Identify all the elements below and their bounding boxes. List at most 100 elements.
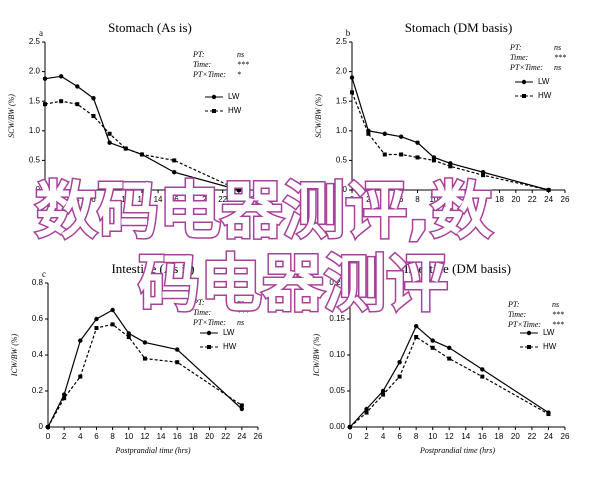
x-axis-title: Postprandial time (hrs) bbox=[419, 446, 495, 455]
x-tick-label: 14 bbox=[462, 195, 471, 204]
x-tick-label: 8 bbox=[414, 432, 419, 441]
marker bbox=[399, 152, 404, 157]
series-line bbox=[349, 336, 549, 428]
legend-marker bbox=[527, 345, 531, 349]
x-tick-label: 12 bbox=[140, 432, 149, 441]
marker bbox=[397, 374, 402, 379]
x-tick-label: 2 bbox=[59, 195, 64, 204]
y-tick-label: 0.20 bbox=[329, 278, 345, 287]
marker bbox=[46, 425, 50, 429]
marker bbox=[415, 155, 420, 160]
marker bbox=[126, 335, 131, 339]
stat-label: Time: bbox=[510, 53, 529, 62]
marker bbox=[91, 96, 96, 101]
y-tick-label: 0 bbox=[36, 185, 41, 194]
marker bbox=[110, 322, 115, 327]
legend-label: LW bbox=[543, 328, 555, 337]
marker bbox=[236, 188, 241, 192]
series-line bbox=[351, 92, 549, 191]
x-tick-label: 4 bbox=[383, 195, 388, 204]
marker bbox=[447, 345, 452, 350]
stat-label: Time: bbox=[508, 310, 527, 319]
y-tick-label: 1.0 bbox=[29, 126, 41, 135]
legend-marker bbox=[522, 94, 526, 98]
x-tick-label: 20 bbox=[205, 432, 214, 441]
stat-value: ns bbox=[237, 318, 244, 327]
stat-label: Time: bbox=[193, 60, 212, 69]
marker bbox=[448, 164, 453, 169]
y-tick-label: 0.00 bbox=[329, 422, 345, 431]
x-tick-label: 6 bbox=[399, 195, 404, 204]
marker bbox=[142, 356, 147, 361]
y-axis-title: ICW/BW (%) bbox=[312, 333, 321, 377]
y-axis-title: SCW/BW (%) bbox=[7, 94, 16, 138]
marker bbox=[139, 152, 144, 157]
x-tick-label: 6 bbox=[91, 195, 96, 204]
x-tick-label: 2 bbox=[62, 432, 67, 441]
x-tick-label: 16 bbox=[170, 195, 179, 204]
marker bbox=[142, 340, 148, 345]
x-tick-label: 22 bbox=[527, 432, 536, 441]
chart-title: Intestine (DM basis) bbox=[404, 261, 511, 276]
marker bbox=[381, 392, 386, 397]
stat-value: *** bbox=[552, 310, 564, 319]
marker bbox=[94, 326, 99, 330]
y-tick-label: 0.15 bbox=[329, 314, 345, 323]
chart-title: Stomach (As is) bbox=[108, 20, 192, 35]
x-tick-label: 4 bbox=[381, 432, 386, 441]
legend-marker bbox=[212, 109, 216, 113]
legend-marker bbox=[526, 330, 532, 336]
y-tick-label: 0.10 bbox=[329, 350, 345, 359]
marker bbox=[447, 356, 452, 361]
x-tick-label: 24 bbox=[544, 195, 553, 204]
marker bbox=[364, 406, 369, 412]
marker bbox=[58, 74, 64, 79]
x-tick-label: 2 bbox=[366, 195, 371, 204]
y-tick-label: 0.5 bbox=[336, 156, 348, 165]
x-tick-label: 10 bbox=[124, 432, 133, 441]
marker bbox=[366, 131, 371, 136]
stat-label: PT: bbox=[507, 300, 520, 309]
y-tick-label: 0 bbox=[39, 422, 44, 431]
y-tick-label: 0.8 bbox=[32, 278, 44, 287]
marker bbox=[364, 410, 369, 415]
marker bbox=[239, 403, 244, 408]
stat-value: ns bbox=[237, 298, 244, 307]
x-tick-label: 10 bbox=[121, 195, 130, 204]
stat-value: ns bbox=[237, 50, 244, 59]
chart-title: Intestine (As is) bbox=[111, 261, 194, 276]
marker bbox=[123, 146, 128, 151]
marker bbox=[78, 338, 83, 343]
x-tick-label: 20 bbox=[511, 432, 520, 441]
x-tick-label: 18 bbox=[186, 195, 195, 204]
legend-label: HW bbox=[543, 342, 557, 351]
x-tick-label: 22 bbox=[528, 195, 537, 204]
x-tick-label: 8 bbox=[415, 195, 420, 204]
x-tick-label: 6 bbox=[397, 432, 402, 441]
x-tick-label: 18 bbox=[189, 432, 198, 441]
marker bbox=[75, 84, 80, 89]
stat-label: PT×Time: bbox=[509, 63, 543, 72]
x-tick-label: 0 bbox=[348, 432, 353, 441]
stat-value: *** bbox=[237, 308, 249, 317]
marker bbox=[107, 131, 112, 136]
panel-label: c bbox=[42, 269, 46, 279]
marker bbox=[126, 331, 131, 336]
legend-label: LW bbox=[228, 92, 240, 101]
marker bbox=[239, 406, 245, 412]
marker bbox=[546, 412, 551, 417]
y-tick-label: 1.5 bbox=[336, 96, 348, 105]
stat-value: ns bbox=[552, 300, 559, 309]
marker bbox=[94, 316, 99, 322]
y-tick-label: 0.6 bbox=[32, 314, 44, 323]
x-tick-label: 18 bbox=[495, 195, 504, 204]
marker bbox=[107, 140, 112, 145]
marker bbox=[480, 367, 485, 372]
marker bbox=[78, 374, 83, 379]
legend-label: LW bbox=[538, 77, 550, 86]
x-axis-title: Postprandial time (hrs) bbox=[114, 446, 190, 455]
x-tick-label: 2 bbox=[364, 432, 369, 441]
watermark: 数码电器测评,数 bbox=[35, 174, 493, 247]
x-tick-label: 16 bbox=[173, 432, 182, 441]
marker bbox=[430, 345, 435, 350]
